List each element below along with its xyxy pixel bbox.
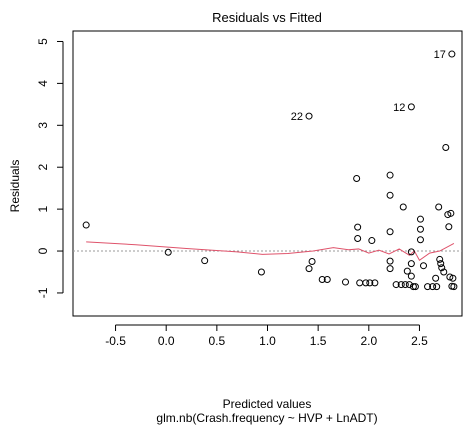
data-point: [420, 262, 428, 270]
y-tick-label: 4: [36, 80, 50, 87]
data-point: [444, 211, 452, 219]
data-point: [432, 274, 440, 282]
data-point: [445, 223, 453, 231]
data-point: [308, 258, 316, 266]
data-point: [342, 278, 350, 286]
data-point: [450, 283, 458, 291]
data-point: [371, 279, 379, 287]
data-point: [257, 268, 265, 276]
outlier-label: 22: [291, 111, 303, 123]
data-point: [424, 283, 432, 291]
data-point: [354, 234, 362, 242]
data-point: [433, 283, 441, 291]
data-point: [397, 281, 405, 289]
data-point: [407, 103, 415, 111]
x-tick-label: 0.0: [158, 334, 175, 348]
data-point: [407, 248, 415, 256]
data-point: [392, 281, 400, 289]
data-point: [440, 268, 448, 276]
y-tick-label: 5: [36, 38, 50, 45]
data-point: [442, 144, 450, 152]
data-point: [403, 267, 411, 275]
data-point: [447, 209, 455, 217]
data-point: [436, 255, 444, 263]
x-tick-label: 2.0: [360, 334, 377, 348]
residual-points: [82, 50, 458, 291]
x-tick-label: -0.5: [105, 334, 126, 348]
outlier-labels: 22 12 17: [291, 49, 446, 123]
data-point: [411, 283, 419, 291]
data-point: [386, 191, 394, 199]
data-point: [449, 274, 457, 282]
data-point: [416, 225, 424, 233]
data-point: [435, 203, 443, 211]
plot-frame: [72, 30, 463, 317]
x-tick-label: 1.0: [259, 334, 276, 348]
data-point: [305, 265, 313, 273]
data-point: [362, 279, 370, 287]
chart-title: Residuals vs Fitted: [212, 10, 322, 25]
data-point: [448, 50, 456, 58]
data-point: [323, 276, 331, 284]
x-tick-label: 2.5: [411, 334, 428, 348]
data-point: [201, 257, 209, 265]
smooth-trend-line: [86, 241, 455, 261]
data-point: [446, 273, 454, 281]
data-point: [407, 272, 415, 280]
data-point: [386, 228, 394, 236]
data-point: [318, 276, 326, 284]
data-point: [409, 283, 417, 291]
data-point: [407, 260, 415, 268]
data-point: [164, 248, 172, 256]
y-tick-label: -1: [36, 287, 50, 298]
outlier-label: 17: [434, 49, 446, 61]
data-point: [399, 203, 407, 211]
data-point: [438, 264, 446, 272]
data-point: [354, 223, 362, 231]
y-axis: -1 0 1 2 3 4 5: [36, 38, 64, 298]
data-point: [356, 279, 364, 287]
y-tick-label: 1: [36, 205, 50, 212]
data-point: [386, 171, 394, 179]
data-point: [437, 260, 445, 268]
data-point: [416, 236, 424, 244]
data-point: [401, 281, 409, 289]
x-axis: -0.5 0.0 0.5 1.0 1.5 2.0 2.5: [105, 324, 428, 348]
data-point: [366, 279, 374, 287]
y-axis-label: Residuals: [8, 160, 22, 213]
data-point: [305, 112, 313, 120]
data-point: [416, 215, 424, 223]
data-point: [386, 257, 394, 265]
x-axis-label: Predicted values: [223, 397, 312, 411]
y-tick-label: 2: [36, 164, 50, 171]
x-tick-label: 1.5: [310, 334, 327, 348]
data-point: [368, 237, 376, 245]
outlier-label: 12: [393, 102, 405, 114]
data-point: [82, 221, 90, 229]
y-tick-label: 3: [36, 122, 50, 129]
data-point: [386, 265, 394, 273]
data-point: [429, 283, 437, 291]
model-formula-subtitle: glm.nb(Crash.frequency ~ HVP + LnADT): [156, 411, 377, 425]
data-point: [405, 281, 413, 289]
x-tick-label: 0.5: [209, 334, 226, 348]
y-tick-label: 0: [36, 247, 50, 254]
data-point: [353, 175, 361, 183]
